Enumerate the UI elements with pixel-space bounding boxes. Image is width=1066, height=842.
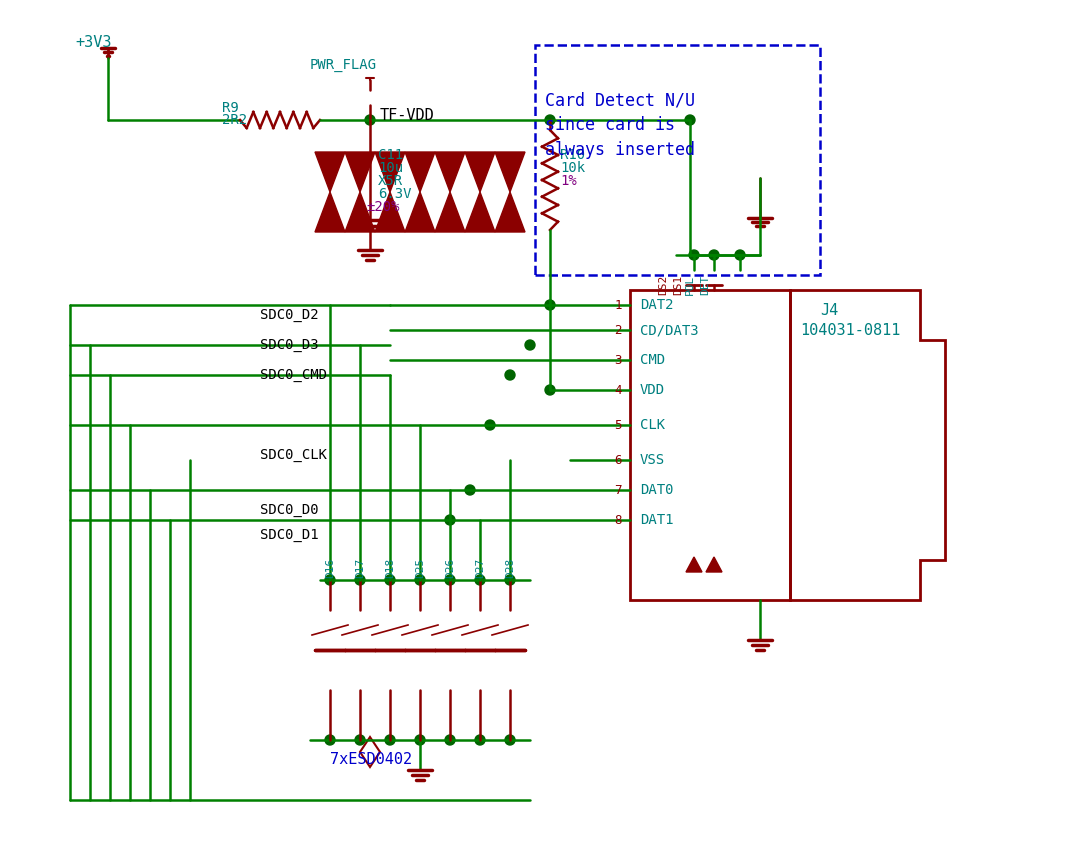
Text: VSS: VSS [640,453,665,467]
Polygon shape [465,192,495,232]
Circle shape [685,115,695,125]
Text: 5: 5 [614,418,621,431]
Text: 8: 8 [614,514,621,526]
Polygon shape [314,152,345,192]
Text: since card is: since card is [545,116,675,134]
Text: 7: 7 [614,483,621,497]
Text: CLK: CLK [640,418,665,432]
Text: POL: POL [685,274,695,296]
Text: 6.3V: 6.3V [378,187,411,201]
Text: DAT1: DAT1 [640,513,674,527]
Polygon shape [405,192,435,232]
Text: SDC0_CMD: SDC0_CMD [260,368,327,382]
Text: TF-VDD: TF-VDD [379,108,435,122]
Polygon shape [495,192,524,232]
Text: SDC0_D1: SDC0_D1 [260,528,319,542]
Polygon shape [314,192,345,232]
Text: 7xESD0402: 7xESD0402 [330,753,413,768]
Circle shape [385,575,395,585]
Circle shape [415,735,425,745]
Text: CMD: CMD [640,353,665,367]
Text: SDC0_D0: SDC0_D0 [260,503,319,517]
Text: D17: D17 [355,558,365,578]
Polygon shape [495,152,524,192]
Text: ±20%: ±20% [366,200,400,214]
Polygon shape [435,192,465,232]
Polygon shape [706,557,722,572]
Polygon shape [345,192,375,232]
Text: DAT0: DAT0 [640,483,674,497]
Polygon shape [345,152,375,192]
Text: D16: D16 [325,558,335,578]
Polygon shape [375,152,405,192]
Text: 3: 3 [614,354,621,366]
Circle shape [365,115,375,125]
Circle shape [524,340,535,350]
Text: 2: 2 [614,323,621,337]
Text: C11: C11 [378,148,403,162]
Circle shape [475,575,485,585]
Circle shape [505,735,515,745]
Polygon shape [687,557,702,572]
Circle shape [485,420,495,430]
Text: 6: 6 [614,454,621,466]
Text: DS2: DS2 [658,274,668,296]
Text: 1%: 1% [560,174,577,188]
Circle shape [385,735,395,745]
Text: CD/DAT3: CD/DAT3 [640,323,698,337]
Circle shape [475,735,485,745]
Text: D25: D25 [415,558,425,578]
Circle shape [689,250,699,260]
Text: SDC0_D3: SDC0_D3 [260,338,319,352]
Text: DET: DET [700,274,710,296]
Polygon shape [375,192,405,232]
Polygon shape [405,152,435,192]
Text: D18: D18 [385,558,395,578]
Circle shape [709,250,718,260]
Text: Card Detect N/U: Card Detect N/U [545,91,695,109]
Circle shape [445,735,455,745]
Text: 1: 1 [614,299,621,312]
Circle shape [505,370,515,380]
Circle shape [355,735,365,745]
Text: 10k: 10k [560,161,585,175]
Circle shape [545,300,555,310]
Text: D26: D26 [445,558,455,578]
Text: R10: R10 [560,148,585,162]
Text: 10u: 10u [378,161,403,175]
Text: +3V3: +3V3 [75,35,112,50]
Circle shape [445,575,455,585]
Circle shape [545,115,555,125]
Circle shape [505,575,515,585]
Text: VDD: VDD [640,383,665,397]
Circle shape [415,575,425,585]
Text: DS1: DS1 [673,274,683,296]
Text: SDC0_D2: SDC0_D2 [260,308,319,322]
Circle shape [325,575,335,585]
Polygon shape [465,152,495,192]
Polygon shape [435,152,465,192]
Circle shape [445,515,455,525]
Circle shape [465,485,475,495]
Circle shape [325,735,335,745]
Text: SDC0_CLK: SDC0_CLK [260,448,327,462]
Text: 4: 4 [614,383,621,397]
Text: D27: D27 [475,558,485,578]
Circle shape [734,250,745,260]
Text: always inserted: always inserted [545,141,695,159]
Circle shape [355,575,365,585]
Text: X5R: X5R [378,174,403,188]
Text: PWR_FLAG: PWR_FLAG [310,58,377,72]
Text: R9: R9 [222,101,239,115]
Bar [630,290,790,600]
Text: D28: D28 [505,558,515,578]
Text: DAT2: DAT2 [640,298,674,312]
Circle shape [545,385,555,395]
Text: 2R2: 2R2 [222,113,247,127]
Text: 104031-0811: 104031-0811 [800,322,901,338]
Text: J4: J4 [820,302,838,317]
